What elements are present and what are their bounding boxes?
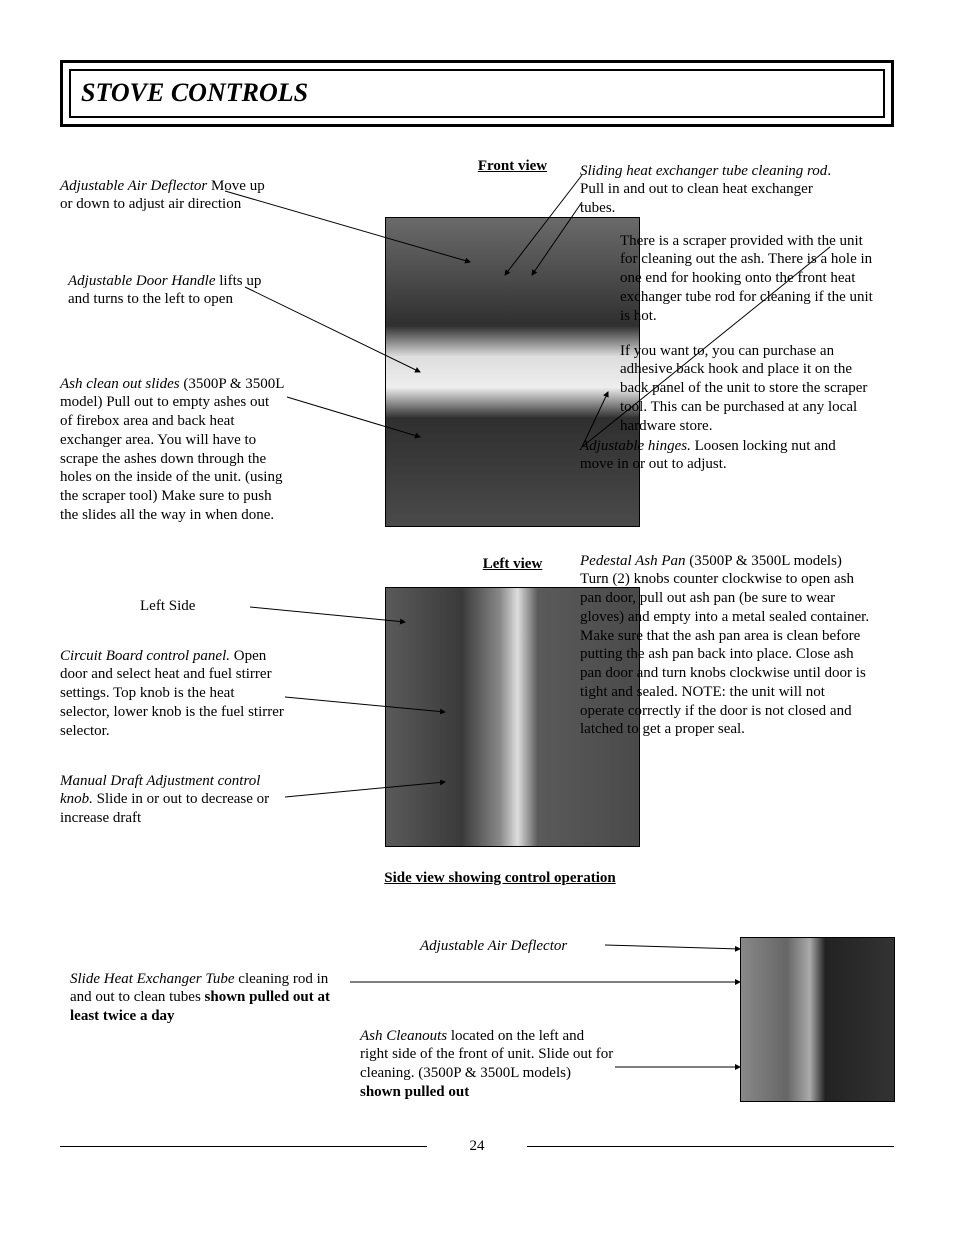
callout-draft-knob: Manual Draft Adjustment control knob. Sl… [60,772,285,828]
callout-title: Adjustable hinges. [580,438,691,454]
callout-title: Pedestal Ash Pan [580,553,686,569]
callout-door-handle: Adjustable Door Handle lifts up and turn… [68,272,278,310]
callout-title: Ash Cleanouts [360,1028,447,1044]
section-heading-text: STOVE CONTROLS [81,78,308,107]
callout-title: Sliding heat exchanger tube cleaning rod [580,163,827,179]
callout-slide-tube: Slide Heat Exchanger Tube cleaning rod i… [70,970,350,1026]
callout-air-deflector: Adjustable Air Deflector Move up or down… [60,177,270,215]
stove-front-image [385,217,640,527]
callout-hinges: Adjustable hinges. Loosen locking nut an… [580,437,870,475]
left-side-label: Left Side [140,597,340,616]
callout-title: Adjustable Door Handle [68,273,216,289]
section-heading-frame: STOVE CONTROLS [60,60,894,127]
callout-scraper-2: If you want to, you can purchase an adhe… [620,342,875,436]
callout-title: Slide Heat Exchanger Tube [70,971,235,987]
callout-ash-pan: Pedestal Ash Pan (3500P & 3500L models) … [580,552,870,740]
page-number: 24 [60,1137,894,1156]
stove-side-image [740,937,895,1102]
callout-ash-cleanouts-2: Ash Cleanouts located on the left and ri… [360,1027,615,1102]
section-heading-inner: STOVE CONTROLS [69,69,885,118]
callout-title: Adjustable Air Deflector [60,178,207,194]
callout-air-deflector-2: Adjustable Air Deflector [420,937,670,956]
callout-title: Circuit Board control panel. [60,648,230,664]
callout-circuit-board: Circuit Board control panel. Open door a… [60,647,285,741]
callout-ash-slides: Ash clean out slides (3500P & 3500L mode… [60,375,285,525]
side-view-label: Side view showing control operation [300,869,700,888]
callout-body: (3500P & 3500L models) Turn (2) knobs co… [580,553,869,738]
callout-body-bold: shown pulled out [360,1084,469,1100]
callout-scraper-1: There is a scraper provided with the uni… [620,232,875,326]
callout-cleaning-rod: Sliding heat exchanger tube cleaning rod… [580,162,840,218]
callout-title: Ash clean out slides [60,376,180,392]
callout-body: (3500P & 3500L model) Pull out to empty … [60,376,284,523]
